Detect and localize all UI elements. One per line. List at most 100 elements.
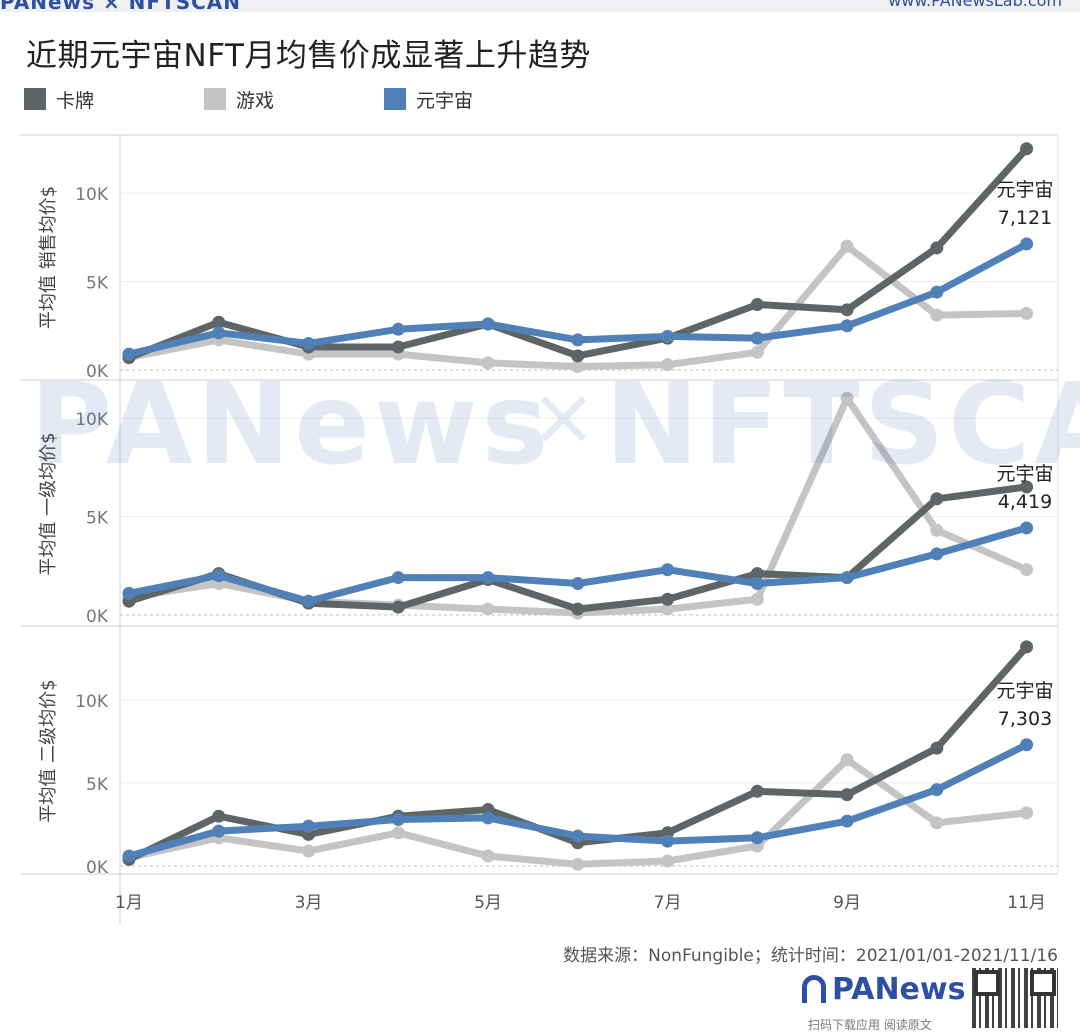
data-point-cards [840,788,854,802]
x-tick-label: 5月 [474,893,502,913]
annotation-value: 7,121 [998,207,1052,229]
data-point-cards [571,602,585,616]
x-tick-label: 3月 [295,893,323,913]
data-point-metaverse [391,813,405,827]
y-tick-label: 5K [86,775,109,795]
data-point-games [571,857,585,871]
data-point-cards [212,809,226,823]
data-point-cards [930,741,944,755]
data-point-metaverse [391,571,405,585]
legend-swatch-games [204,88,227,110]
data-point-metaverse [661,563,675,577]
data-point-games [840,239,854,253]
data-point-games [750,592,764,606]
data-point-cards [930,492,944,506]
legend-swatch-cards [24,88,46,110]
data-point-cards [212,315,226,329]
y-tick-label: 0K [86,607,109,627]
data-point-cards [1020,640,1034,654]
data-point-metaverse [391,322,405,336]
brand-logo: PANews × NFTSCAN [0,0,242,14]
data-point-games [750,345,764,359]
data-point-metaverse [930,285,944,299]
annotation-label: 元宇宙 [996,179,1053,201]
y-tick-label: 10K [75,692,109,712]
data-point-cards [661,592,675,606]
legend-label-cards: 卡牌 [56,89,95,112]
x-tick-label: 7月 [654,893,682,913]
data-point-metaverse [212,326,226,340]
data-point-metaverse [1020,237,1034,251]
data-point-metaverse [1020,738,1034,752]
data-point-metaverse [750,831,764,845]
y-tick-label: 5K [86,509,109,529]
logo-icon [802,975,826,1003]
data-point-metaverse [122,347,136,361]
y-axis-label: 平均值 二级均价$ [38,679,59,822]
data-point-games [1020,806,1034,820]
footer-caption: 扫码下载应用 阅读原文 [808,1018,932,1032]
data-point-metaverse [301,819,315,833]
data-point-cards [391,340,405,354]
y-tick-label: 0K [86,858,109,878]
data-point-games [661,854,675,868]
data-point-metaverse [122,849,136,863]
y-tick-label: 10K [75,410,109,430]
data-point-metaverse [840,319,854,333]
data-point-metaverse [930,783,944,797]
data-source-note: 数据来源：NonFungible；统计时间：2021/01/01-2021/11… [563,946,1058,966]
x-tick-label: 11月 [1007,893,1046,913]
top-banner: PANews × NFTSCAN www.PANewsLab.com [0,0,1080,14]
data-point-games [1020,563,1034,577]
data-point-games [481,849,495,863]
data-point-games [481,356,495,370]
legend-swatch-metaverse [384,88,407,110]
data-point-cards [1020,142,1034,156]
data-point-games [1020,306,1034,320]
data-point-metaverse [301,336,315,350]
data-point-metaverse [840,814,854,828]
data-point-cards [750,784,764,798]
legend-label-metaverse: 元宇宙 [416,89,474,112]
data-point-cards [391,600,405,614]
y-axis-label: 平均值 销售均价$ [38,186,59,329]
data-point-metaverse [930,547,944,561]
data-point-metaverse [661,834,675,848]
data-point-cards [571,349,585,363]
x-tick-label: 1月 [115,893,143,913]
data-point-games [930,816,944,830]
data-point-metaverse [1020,521,1034,535]
data-point-games [571,359,585,373]
data-point-games [930,308,944,322]
data-point-metaverse [481,811,495,825]
data-point-metaverse [571,333,585,347]
data-point-metaverse [840,571,854,585]
data-point-metaverse [661,329,675,343]
data-point-metaverse [571,829,585,843]
data-point-cards [750,567,764,581]
series-line-cards [125,145,1031,362]
qr-code-icon[interactable] [972,968,1058,1028]
legend-item-metaverse: 元宇宙 [384,86,473,112]
data-point-cards [750,298,764,312]
annotation-value: 7,303 [998,708,1052,730]
legend-item-cards: 卡牌 [24,86,94,112]
annotation-value: 4,419 [998,491,1052,513]
brand-url: www.PANewsLab.com [888,0,1062,10]
chart-title: 近期元宇宙NFT月均售价成显著上升趋势 [26,38,591,74]
footer-logo: PANews [802,972,965,1007]
legend-label-games: 游戏 [236,89,275,112]
data-point-metaverse [212,824,226,838]
data-point-metaverse [212,569,226,583]
data-point-metaverse [750,576,764,590]
data-point-games [840,391,854,405]
y-tick-label: 5K [86,274,109,294]
data-point-games [481,602,495,616]
data-point-metaverse [481,571,495,585]
data-point-metaverse [750,331,764,345]
data-point-games [661,358,675,372]
data-point-metaverse [571,576,585,590]
data-point-metaverse [301,594,315,608]
data-point-metaverse [481,317,495,331]
y-axis-label: 平均值 一级均价$ [38,432,59,575]
